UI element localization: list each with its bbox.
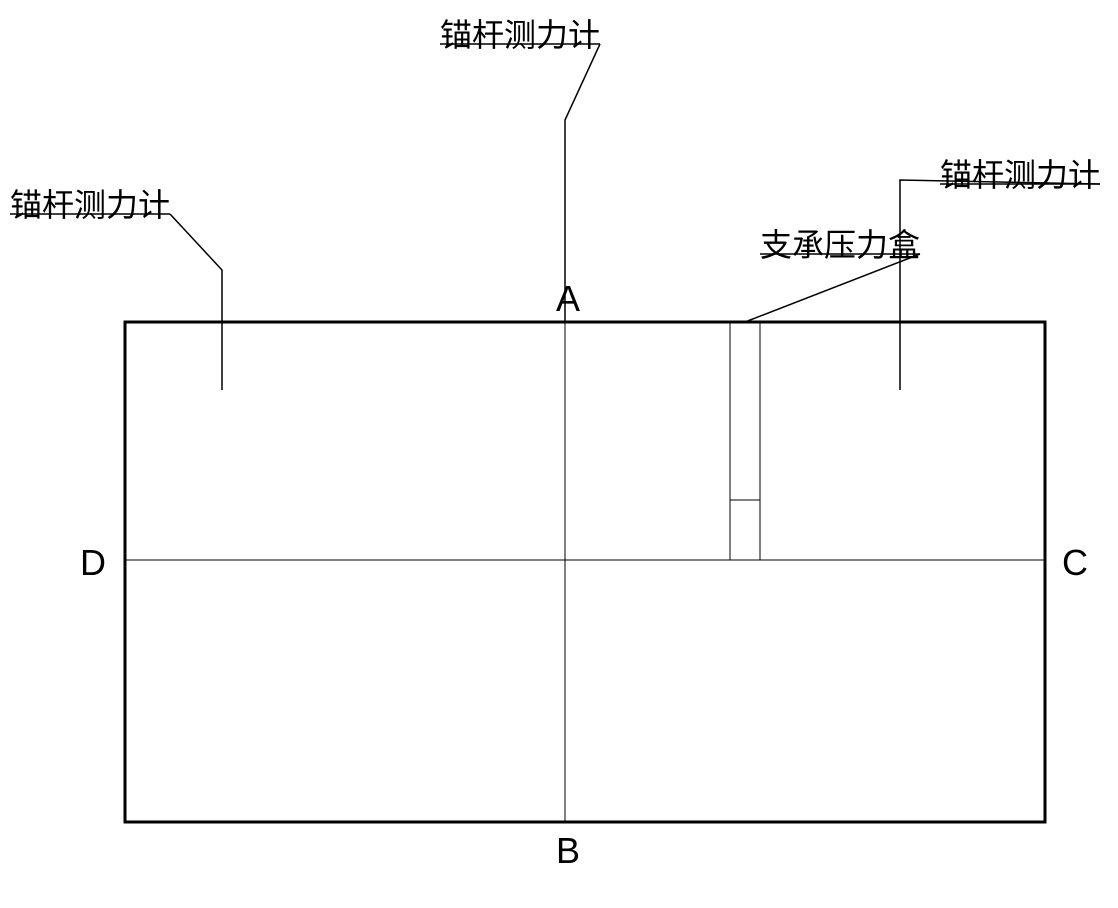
callout-lines-group bbox=[10, 44, 1100, 390]
point-label-a: A bbox=[556, 278, 580, 320]
point-label-d: D bbox=[80, 542, 106, 584]
callout-label-top-middle: 锚杆测力计 bbox=[440, 10, 600, 56]
point-label-c: C bbox=[1062, 542, 1088, 584]
diagram-svg bbox=[0, 0, 1118, 908]
diagram-container: A B C D 锚杆测力计 锚杆测力计 锚杆测力计 支承压力盒 bbox=[0, 0, 1118, 908]
main-rectangle bbox=[125, 322, 1045, 822]
point-label-b: B bbox=[556, 830, 580, 872]
callout-label-top-left: 锚杆测力计 bbox=[10, 180, 170, 226]
bearing-pressure-box bbox=[730, 322, 760, 560]
callout-label-top-right: 锚杆测力计 bbox=[940, 150, 1100, 196]
callout-label-bearing-box: 支承压力盒 bbox=[760, 220, 920, 266]
